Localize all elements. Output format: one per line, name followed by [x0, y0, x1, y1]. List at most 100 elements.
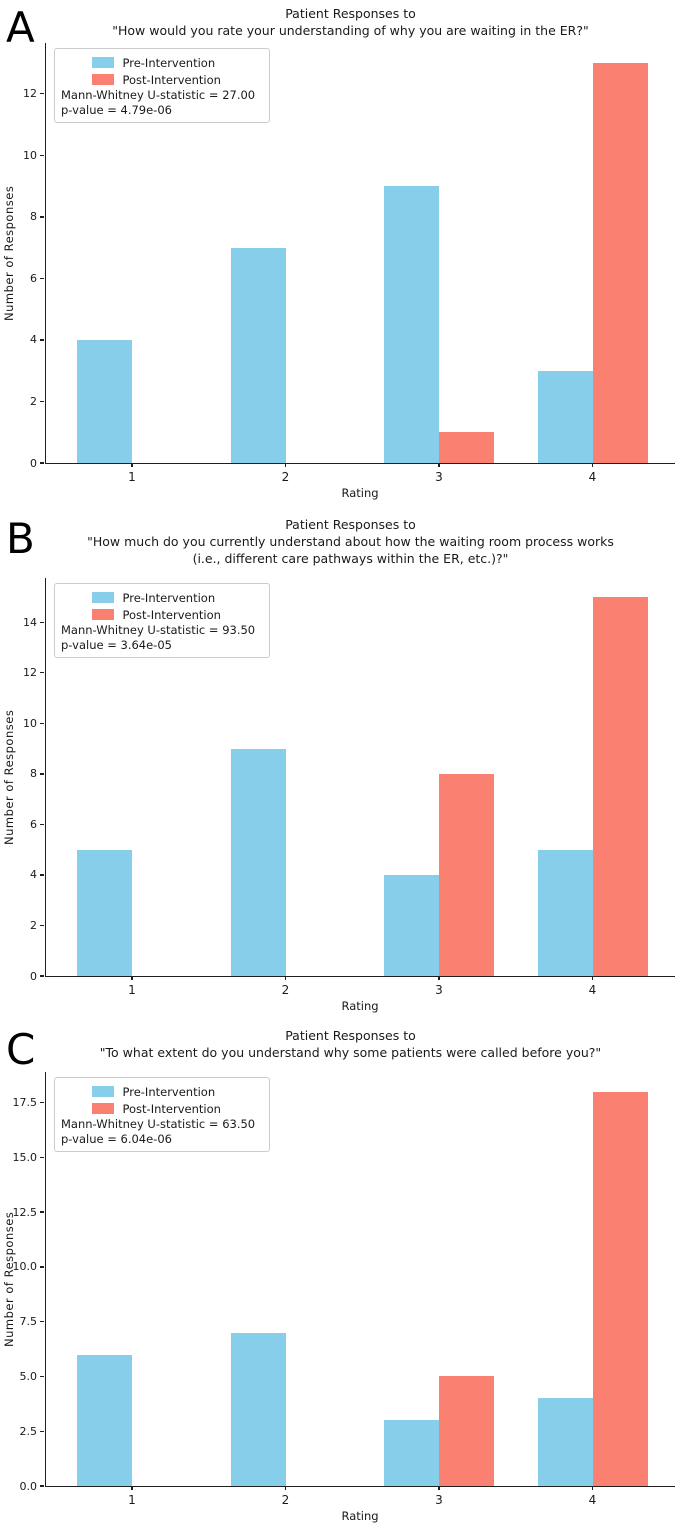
panel-b-legend: Pre-Intervention Post-Intervention Mann-…	[54, 583, 270, 658]
y-tick-mark	[40, 1375, 44, 1378]
panel-c-title: Patient Responses to "To what extent do …	[30, 1027, 671, 1061]
panel-c-plot-area: Pre-Intervention Post-Intervention Mann-…	[13, 1072, 675, 1507]
y-tick-label: 8	[30, 210, 37, 224]
y-tick-mark	[40, 1211, 44, 1213]
panel-b-letter: B	[6, 514, 35, 563]
panel-b-title-line1: Patient Responses to	[285, 517, 416, 532]
post-intervention-swatch-icon	[91, 609, 114, 620]
y-tick-mark	[40, 154, 44, 156]
x-tick-label: 2	[281, 983, 290, 997]
y-tick-mark	[40, 1156, 44, 1159]
y-tick-mark	[40, 93, 44, 95]
panel-b-title-line2: "How much do you currently understand ab…	[87, 534, 614, 549]
panel-a-title-line2: "How would you rate your understanding o…	[112, 23, 589, 38]
x-tick-label: 1	[128, 983, 136, 997]
pre-intervention-bar-rating-2	[230, 748, 286, 976]
x-tick-mark	[438, 976, 440, 980]
panel-a-legend: Pre-Intervention Post-Intervention Mann-…	[54, 48, 270, 123]
y-tick-label: 10	[23, 148, 37, 162]
y-tick-label: 12.5	[12, 1205, 38, 1219]
panel-a-x-axis-label: Rating	[341, 486, 379, 500]
pre-intervention-bar-rating-4	[537, 849, 593, 976]
panel-a-p-value: p-value = 4.79e-06	[61, 103, 172, 117]
post-intervention-label: Post-Intervention	[122, 607, 221, 622]
x-tick-mark	[131, 976, 133, 980]
pre-intervention-bar-rating-3	[384, 1420, 439, 1486]
post-intervention-bar-rating-3	[439, 1376, 494, 1486]
y-tick-label: 12	[23, 87, 37, 101]
x-tick-mark	[591, 976, 594, 980]
x-tick-label: 2	[281, 1493, 290, 1507]
panel-b-title: Patient Responses to "How much do you cu…	[30, 516, 671, 567]
y-tick-mark	[40, 672, 44, 674]
panel-c-letter: C	[6, 1025, 36, 1074]
panel-b-plot-area: Pre-Intervention Post-Intervention Mann-…	[23, 578, 675, 997]
x-tick-label: 3	[435, 470, 443, 484]
panel-c-legend-pre-row: Pre-Intervention	[61, 1083, 263, 1100]
panel-b-p-value: p-value = 3.64e-05	[61, 638, 172, 652]
y-tick-label: 6	[30, 271, 37, 285]
y-tick-mark	[40, 874, 44, 876]
y-tick-mark	[40, 1266, 44, 1268]
pre-intervention-bar-rating-3	[384, 874, 439, 976]
post-intervention-label: Post-Intervention	[122, 1101, 221, 1116]
panel-b-u-statistic: Mann-Whitney U-statistic = 93.50	[61, 623, 256, 637]
y-tick-mark	[40, 462, 44, 464]
pre-intervention-bar-rating-4	[537, 1398, 593, 1486]
y-tick-mark	[40, 216, 44, 218]
panel-a-letter: A	[6, 3, 35, 52]
x-tick-mark	[591, 1486, 594, 1490]
y-tick-label: 2	[30, 394, 37, 408]
post-intervention-bar-rating-3	[439, 432, 494, 463]
panel-c-legend-post-row: Post-Intervention	[61, 1100, 263, 1117]
y-tick-label: 4	[30, 868, 37, 882]
x-tick-mark	[591, 463, 594, 467]
y-tick-label: 10.0	[12, 1260, 38, 1274]
pre-intervention-bar-rating-1	[77, 1354, 132, 1486]
post-intervention-bar-rating-4	[592, 63, 648, 463]
panel-c-legend: Pre-Intervention Post-Intervention Mann-…	[54, 1077, 270, 1152]
x-tick-mark	[131, 1486, 133, 1490]
y-tick-label: 4	[30, 333, 37, 347]
post-intervention-bar-rating-4	[592, 1091, 648, 1486]
panel-c-title-line1: Patient Responses to	[285, 1028, 416, 1043]
y-tick-label: 10	[23, 716, 37, 730]
x-tick-label: 3	[435, 983, 443, 997]
y-tick-label: 6	[30, 817, 37, 831]
y-tick-label: 17.5	[12, 1096, 38, 1110]
y-tick-mark	[40, 823, 44, 826]
x-tick-label: 4	[588, 983, 597, 997]
y-tick-label: 5.0	[19, 1369, 38, 1383]
panel-a-legend-post-row: Post-Intervention	[61, 71, 263, 88]
pre-intervention-bar-rating-3	[384, 186, 439, 463]
y-tick-label: 0.0	[19, 1479, 38, 1493]
panel-b-legend-pre-row: Pre-Intervention	[61, 589, 263, 606]
y-tick-mark	[40, 277, 44, 280]
panel-c-u-statistic: Mann-Whitney U-statistic = 63.50	[61, 1117, 256, 1131]
panel-a-title: Patient Responses to "How would you rate…	[30, 5, 671, 39]
x-tick-mark	[131, 463, 133, 467]
y-tick-mark	[40, 621, 44, 623]
x-tick-mark	[438, 1486, 440, 1490]
pre-intervention-bar-rating-4	[537, 370, 593, 463]
post-intervention-swatch-icon	[91, 1103, 114, 1114]
y-tick-mark	[40, 400, 44, 403]
pre-intervention-bar-rating-2	[230, 1332, 286, 1486]
y-tick-mark	[40, 339, 44, 341]
pre-intervention-swatch-icon	[91, 592, 114, 603]
y-tick-mark	[40, 773, 44, 775]
y-tick-mark	[40, 722, 44, 724]
x-tick-mark	[284, 463, 287, 467]
y-tick-label: 2.5	[19, 1424, 38, 1438]
y-tick-label: 2	[30, 918, 37, 932]
pre-intervention-bar-rating-2	[230, 247, 286, 463]
x-tick-label: 4	[588, 470, 597, 484]
post-intervention-label: Post-Intervention	[122, 72, 221, 87]
post-intervention-bar-rating-4	[592, 596, 648, 976]
pre-intervention-bar-rating-1	[77, 849, 132, 976]
y-tick-mark	[40, 975, 44, 977]
y-tick-label: 14	[23, 615, 37, 629]
y-tick-label: 7.5	[19, 1315, 38, 1329]
panel-b-x-axis-label: Rating	[341, 999, 379, 1013]
pre-intervention-bar-rating-1	[77, 339, 132, 463]
